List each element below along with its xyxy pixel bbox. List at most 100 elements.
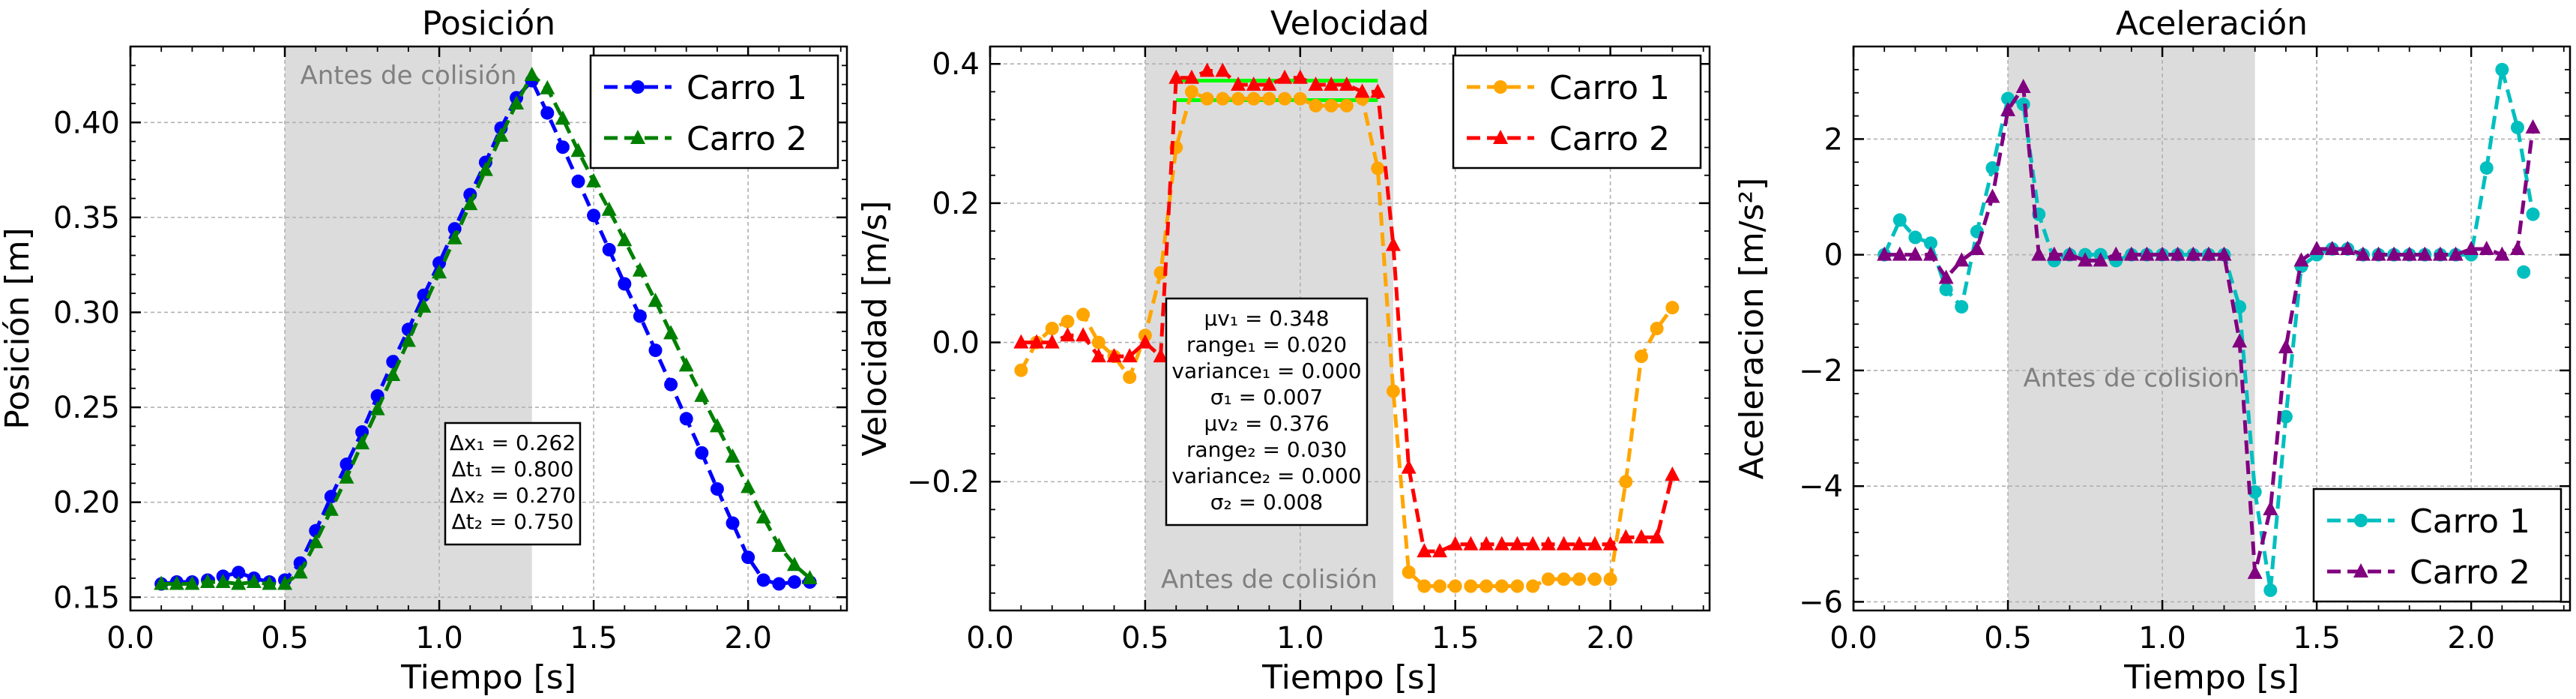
data-point [1231, 76, 1246, 92]
data-point [540, 106, 555, 120]
y-tick-label: 0.2 [932, 187, 980, 221]
data-point [2355, 246, 2371, 261]
legend: Carro 1 Carro 2 [1452, 54, 1702, 170]
data-point [339, 469, 355, 484]
data-point [2093, 252, 2108, 267]
chart-panel-1: Antes de colisión 0.0 0.5 1.0 1.5 2.0 0.15 0.20… [0, 4, 848, 697]
data-point [1587, 572, 1602, 586]
legend-label: Carro 2 [687, 120, 807, 158]
data-point [1061, 314, 1075, 328]
data-point [323, 501, 339, 516]
data-point [1324, 98, 1339, 112]
data-point [477, 161, 493, 176]
data-point [1044, 334, 1060, 349]
data-point [416, 298, 432, 313]
annotation-text: μv₁ = 0.348 [1204, 306, 1329, 331]
annotation-text: Δt₂ = 0.750 [452, 509, 574, 534]
data-point [725, 448, 740, 463]
data-point [787, 575, 801, 590]
x-tick-label: 1.0 [2138, 621, 2186, 656]
data-point [2517, 265, 2531, 279]
data-point [740, 478, 756, 494]
data-point [617, 232, 633, 247]
data-point [1153, 348, 1168, 363]
data-point [1969, 240, 1985, 255]
data-point [246, 574, 262, 589]
legend: Carro 1 Carro 2 [589, 54, 839, 170]
data-point [2494, 246, 2510, 261]
data-point [1370, 83, 1386, 98]
data-point [1463, 536, 1479, 550]
data-point [1277, 69, 1293, 84]
data-point [632, 262, 648, 277]
data-point [1603, 572, 1617, 586]
shaded-region [2008, 46, 2255, 610]
annotation-frame [444, 422, 582, 546]
data-point [292, 564, 308, 579]
data-point [756, 573, 770, 587]
data-point [1309, 98, 1323, 112]
data-point [1215, 62, 1231, 77]
data-point [447, 230, 462, 244]
data-point [2324, 240, 2340, 255]
data-point [2232, 333, 2248, 348]
legend-label: Carro 2 [2410, 554, 2530, 592]
data-point [694, 387, 710, 402]
data-point [602, 242, 616, 256]
data-point [1572, 536, 1587, 550]
y-tick-label: 0.20 [53, 486, 120, 520]
data-point [1200, 92, 1214, 106]
data-point [432, 264, 447, 279]
legend-label: Carro 2 [1549, 120, 1670, 158]
x-tick-label: 0.0 [106, 621, 154, 656]
data-point [1184, 85, 1198, 99]
data-point [1433, 579, 1447, 593]
data-point [2000, 101, 2016, 116]
data-point [1587, 536, 1602, 550]
data-point [2078, 252, 2093, 267]
data-point [1938, 269, 1954, 284]
data-point [1261, 76, 1277, 92]
data-layer [1013, 62, 1680, 593]
y-axis-label: Posición [m] [0, 227, 37, 429]
axes-frame [1852, 45, 2572, 612]
x-tick-label: 1.5 [2293, 621, 2341, 656]
legend-marker [2353, 563, 2368, 578]
legend-label: Carro 1 [2410, 502, 2530, 541]
x-tick-label: 0.5 [1984, 621, 2032, 656]
data-point [802, 569, 818, 584]
data-point [1385, 236, 1401, 251]
data-point [1417, 579, 1432, 593]
y-tick-label: 0.0 [932, 326, 980, 361]
x-tick-label: 2.0 [2447, 621, 2495, 656]
data-point [1308, 76, 1324, 92]
data-point [1479, 579, 1494, 593]
data-point [2495, 62, 2509, 76]
data-point [2340, 240, 2356, 255]
annotation-text: Δt₁ = 0.800 [452, 457, 574, 482]
data-point [1602, 536, 1618, 550]
data-point [571, 174, 585, 188]
annotation-text: Δx₂ = 0.270 [450, 483, 576, 508]
data-point [2170, 246, 2186, 261]
data-point [2233, 300, 2247, 314]
data-point [695, 446, 709, 460]
chart-panel-3: Antes de colision 0.0 0.5 1.0 1.5 2.0 −6 −4 −2 0 2… [1733, 4, 2572, 697]
data-point [2046, 246, 2062, 261]
data-point [709, 418, 725, 433]
data-point [385, 367, 401, 382]
x-tick-label: 1.0 [415, 621, 463, 656]
x-tick-label: 0.5 [1121, 621, 1169, 656]
data-point [1510, 579, 1524, 593]
axes-frame [129, 45, 848, 612]
data-point [2479, 240, 2494, 255]
data-point [678, 357, 694, 372]
data-point [1526, 579, 1540, 593]
data-point [2386, 246, 2402, 261]
legend-label: Carro 1 [687, 69, 807, 107]
y-tick-label: −0.2 [907, 465, 980, 500]
data-point [540, 80, 555, 94]
